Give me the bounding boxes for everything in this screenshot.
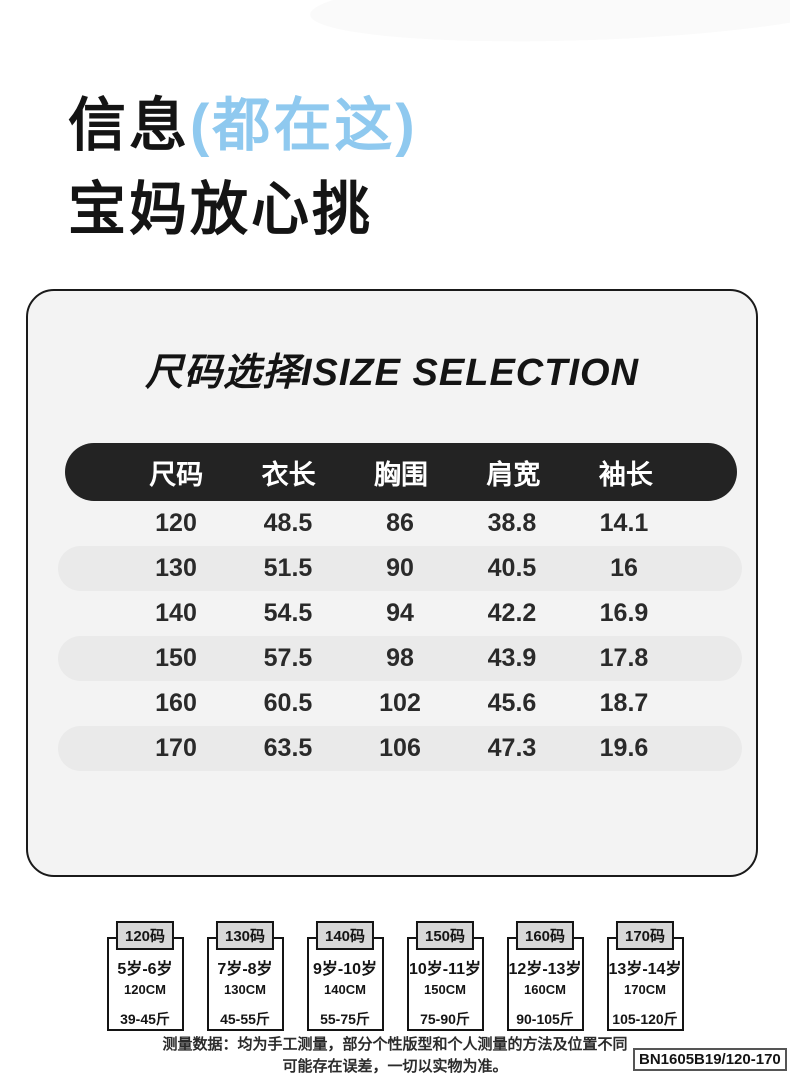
headline-line1: 信息(都在这)	[68, 84, 418, 168]
tag-weight-range: 45-55斤	[220, 1011, 270, 1027]
tag-height: 160CM	[524, 982, 566, 997]
tag-weight-range: 105-120斤	[612, 1011, 678, 1027]
size-tag-card: 7岁-8岁 130CM 45-55斤	[206, 937, 284, 1031]
table-row: 150 57.5 98 43.9 17.8	[58, 636, 742, 681]
disclaimer-line2: 可能存在误差，一切以实物为准。	[282, 1058, 508, 1075]
table-row: 170 63.5 106 47.3 19.6	[58, 726, 742, 771]
size-table-header-cell: 尺码	[149, 459, 204, 490]
headline-text-blue: (都在这)	[190, 93, 418, 158]
table-cell: 40.5	[487, 554, 537, 582]
tag-age-range: 13岁-14岁	[608, 961, 682, 978]
table-cell: 16.9	[599, 599, 649, 627]
table-cell: 19.6	[599, 734, 649, 762]
table-cell: 160	[155, 689, 197, 717]
tag-weight-range: 75-90斤	[420, 1011, 470, 1027]
size-table-header-cell: 胸围	[374, 459, 429, 490]
background-sheen	[308, 0, 790, 50]
table-cell: 102	[379, 689, 421, 717]
size-tag-card: 9岁-10岁 140CM 55-75斤	[306, 937, 384, 1031]
size-tag-card: 10岁-11岁 150CM 75-90斤	[406, 937, 484, 1031]
headline-line2: 宝妈放心挑	[68, 177, 374, 242]
size-selection-card: 尺码选择ISIZE SELECTION 尺码 衣长 胸围 肩宽 袖长 120 4…	[26, 289, 758, 877]
tag-age-range: 12岁-13岁	[508, 961, 582, 978]
table-cell: 14.1	[599, 509, 649, 537]
size-tag-label: 170码	[615, 921, 675, 950]
measurement-disclaimer: 测量数据：均为手工测量，部分个性版型和个人测量的方法及位置不同 可能存在误差，一…	[0, 1034, 790, 1078]
size-tag-label: 150码	[415, 921, 475, 950]
table-cell: 38.8	[487, 509, 537, 537]
size-tag-120: 120码 5岁-6岁 120CM 39-45斤	[106, 921, 184, 1031]
size-tag-170: 170码 13岁-14岁 170CM 105-120斤	[606, 921, 684, 1031]
table-row: 140 54.5 94 42.2 16.9	[58, 591, 742, 636]
size-tag-label: 130码	[215, 921, 275, 950]
table-cell: 106	[379, 734, 421, 762]
size-tag-130: 130码 7岁-8岁 130CM 45-55斤	[206, 921, 284, 1031]
table-cell: 43.9	[487, 644, 537, 672]
tag-weight-range: 39-45斤	[120, 1011, 170, 1027]
size-tag-label: 120码	[115, 921, 175, 950]
tag-height: 140CM	[324, 982, 366, 997]
tag-weight-range: 55-75斤	[320, 1011, 370, 1027]
size-tag-140: 140码 9岁-10岁 140CM 55-75斤	[306, 921, 384, 1031]
size-tag-card: 13岁-14岁 170CM 105-120斤	[606, 937, 684, 1031]
tag-age-range: 7岁-8岁	[217, 961, 273, 978]
size-card-title: 尺码选择ISIZE SELECTION	[144, 352, 640, 394]
size-table-body: 120 48.5 86 38.8 14.1 130 51.5 90 40.5 1…	[58, 501, 742, 771]
table-cell: 86	[386, 509, 414, 537]
table-cell: 54.5	[263, 599, 313, 627]
table-cell: 16	[610, 554, 638, 582]
table-cell: 120	[155, 509, 197, 537]
size-tag-label: 140码	[315, 921, 375, 950]
table-cell: 51.5	[263, 554, 313, 582]
table-cell: 63.5	[263, 734, 313, 762]
table-cell: 130	[155, 554, 197, 582]
table-cell: 98	[386, 644, 414, 672]
tag-age-range: 5岁-6岁	[117, 961, 173, 978]
tag-age-range: 10岁-11岁	[408, 961, 482, 978]
page-headline: 信息(都在这) 宝妈放心挑	[68, 84, 418, 252]
table-cell: 150	[155, 644, 197, 672]
model-number-badge: BN1605B19/120-170	[633, 1048, 787, 1071]
size-table-header-row: 尺码 衣长 胸围 肩宽 袖长	[65, 443, 737, 501]
table-row: 160 60.5 102 45.6 18.7	[58, 681, 742, 726]
table-cell: 94	[386, 599, 414, 627]
size-table-header-cell: 袖长	[598, 459, 653, 490]
size-tag-150: 150码 10岁-11岁 150CM 75-90斤	[406, 921, 484, 1031]
size-tag-label: 160码	[515, 921, 575, 950]
table-cell: 170	[155, 734, 197, 762]
size-table-header-cell: 肩宽	[486, 459, 541, 490]
table-cell: 90	[386, 554, 414, 582]
tag-height: 150CM	[424, 982, 466, 997]
tag-age-range: 9岁-10岁	[312, 961, 378, 978]
size-tag-160: 160码 12岁-13岁 160CM 90-105斤	[506, 921, 584, 1031]
size-tags-row: 120码 5岁-6岁 120CM 39-45斤 130码 7岁-8岁 130CM…	[0, 921, 790, 1031]
table-row: 130 51.5 90 40.5 16	[58, 546, 742, 591]
table-cell: 18.7	[599, 689, 649, 717]
table-cell: 60.5	[263, 689, 313, 717]
headline-text-black: 信息	[68, 93, 191, 158]
size-tag-card: 5岁-6岁 120CM 39-45斤	[106, 937, 184, 1031]
table-cell: 17.8	[599, 644, 649, 672]
table-cell: 45.6	[487, 689, 537, 717]
size-table-header-cell: 衣长	[261, 459, 316, 490]
tag-weight-range: 90-105斤	[516, 1011, 574, 1027]
table-cell: 42.2	[487, 599, 537, 627]
tag-height: 120CM	[124, 982, 166, 997]
table-cell: 57.5	[263, 644, 313, 672]
table-cell: 47.3	[487, 734, 537, 762]
disclaimer-line1: 测量数据：均为手工测量，部分个性版型和个人测量的方法及位置不同	[162, 1036, 628, 1053]
size-tag-card: 12岁-13岁 160CM 90-105斤	[506, 937, 584, 1031]
table-row: 120 48.5 86 38.8 14.1	[58, 501, 742, 546]
table-cell: 48.5	[263, 509, 313, 537]
tag-height: 170CM	[624, 982, 666, 997]
tag-height: 130CM	[224, 982, 266, 997]
table-cell: 140	[155, 599, 197, 627]
